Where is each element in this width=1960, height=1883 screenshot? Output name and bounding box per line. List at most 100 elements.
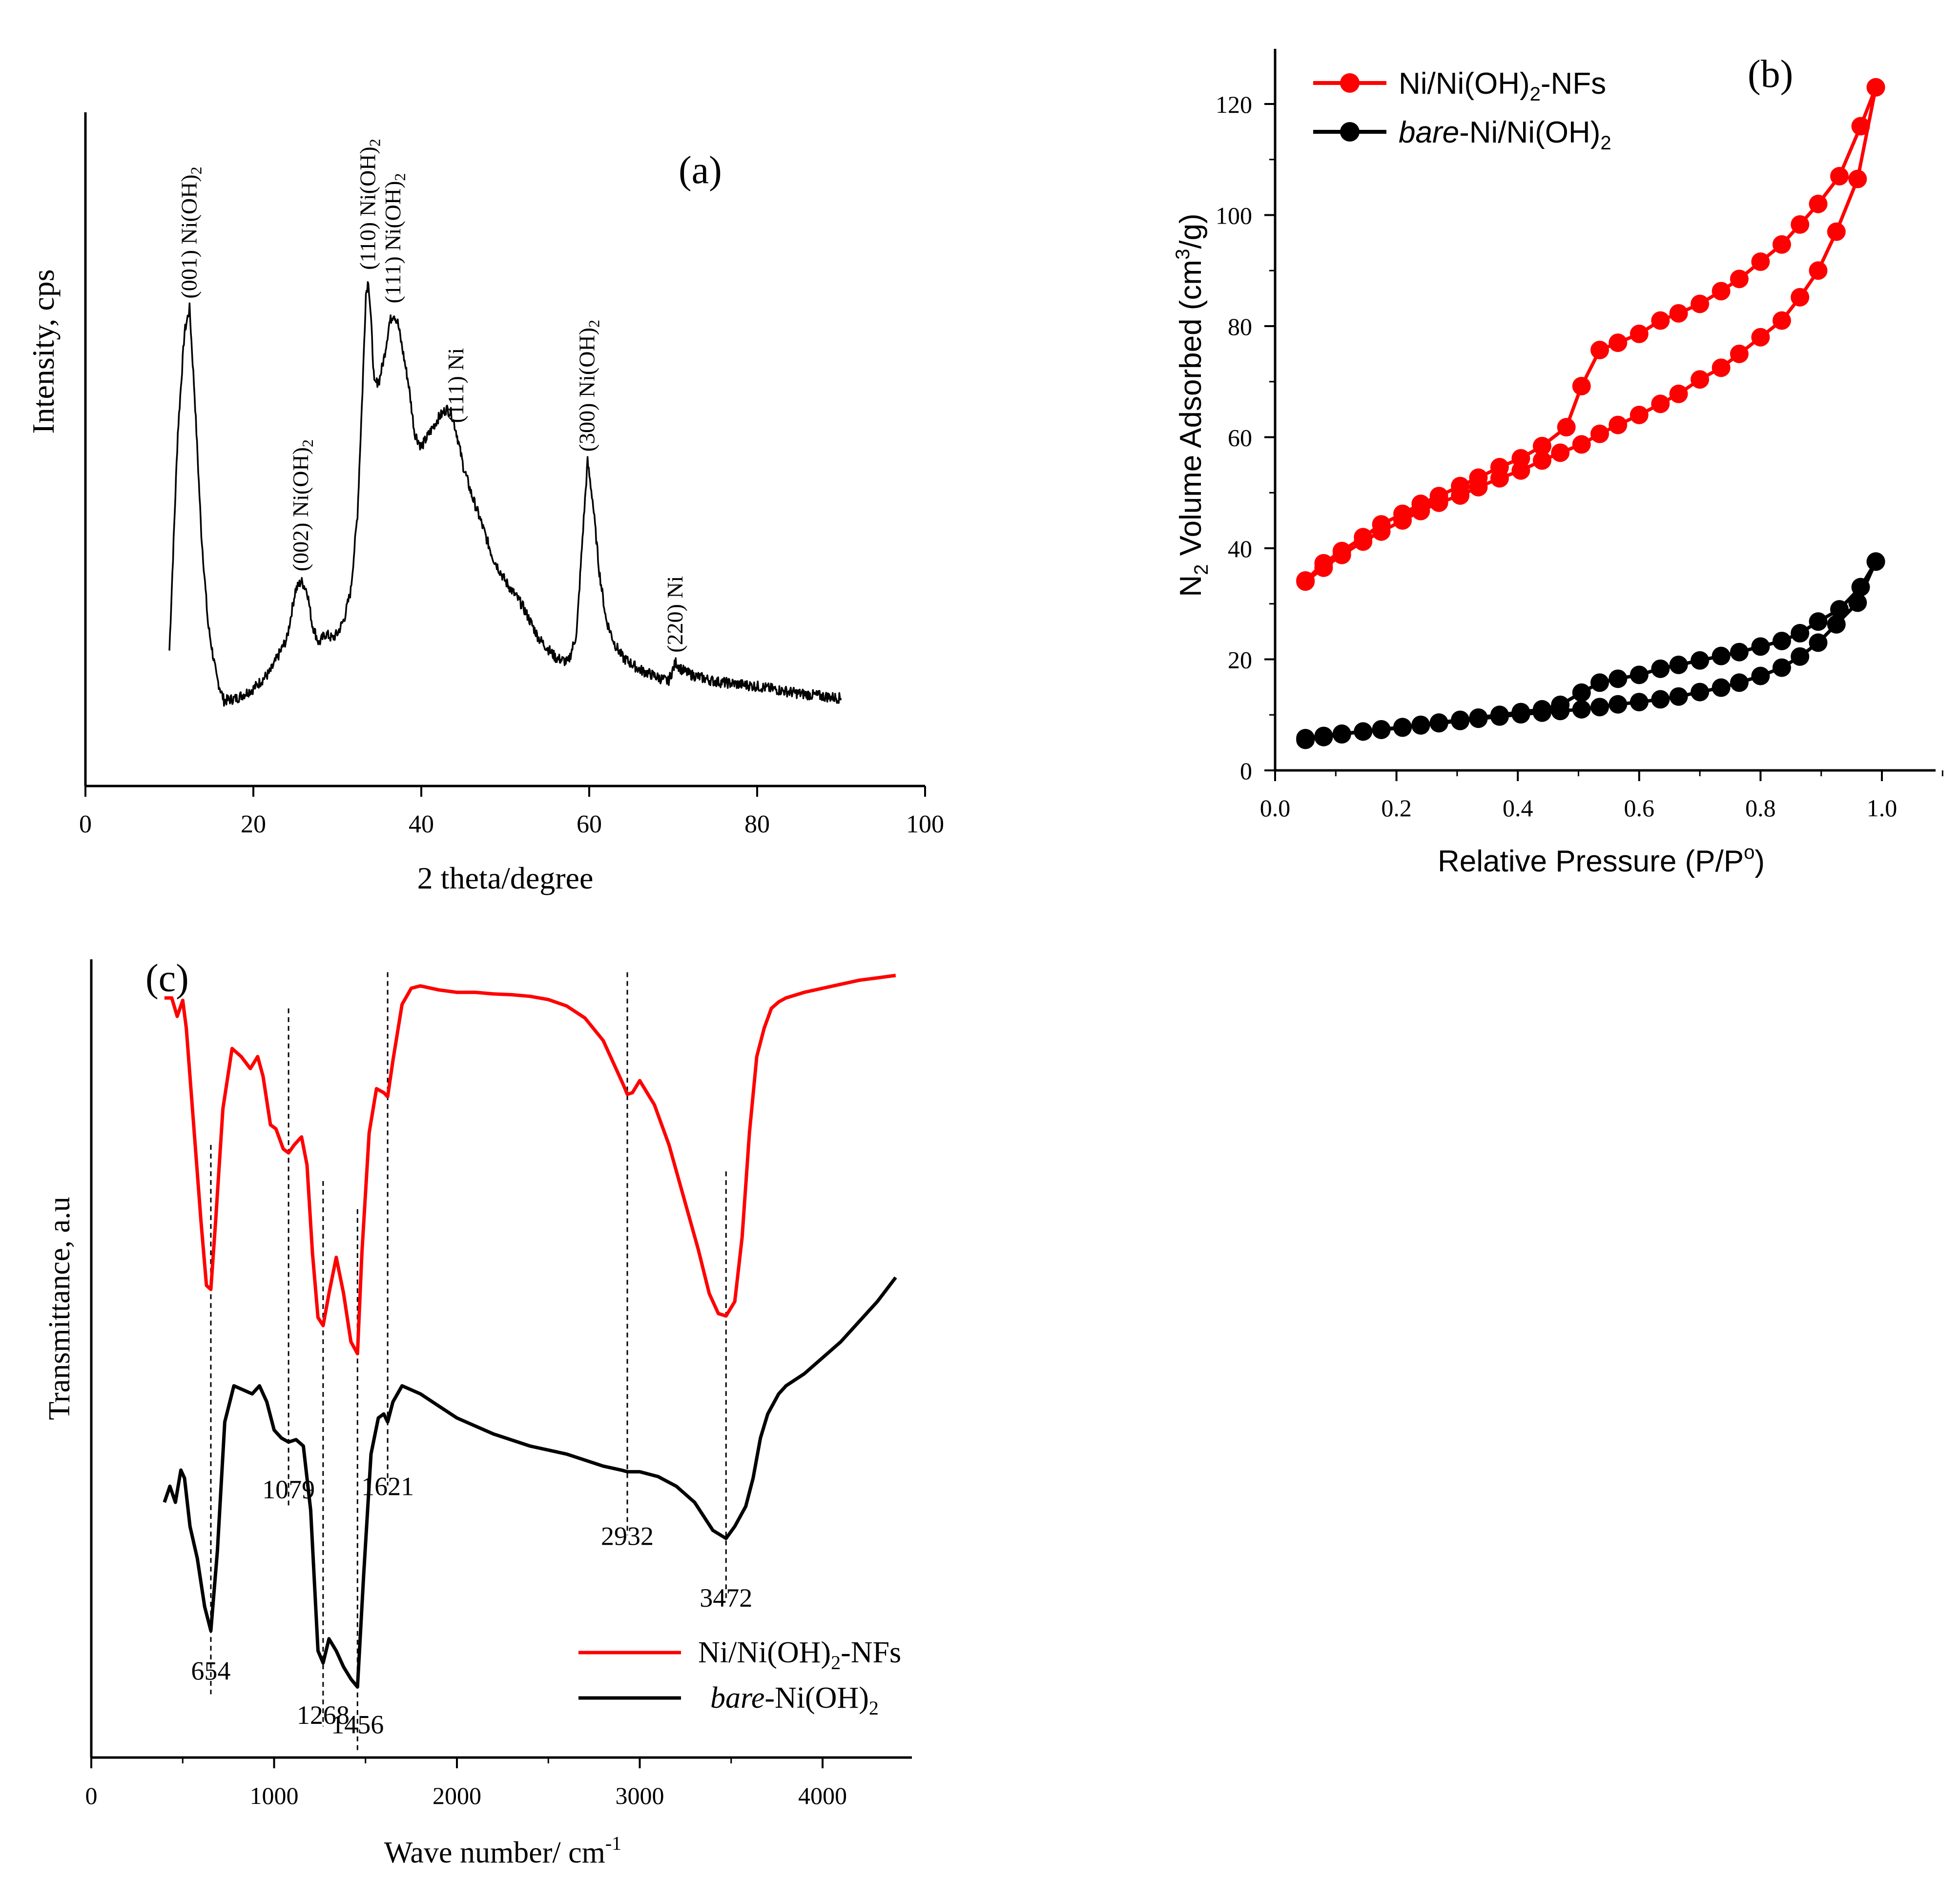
xrd-x-tick-label: 80 <box>744 810 770 838</box>
desorption-point <box>1372 515 1391 534</box>
desorption-point <box>1429 713 1448 732</box>
isotherm-series <box>1296 78 1885 749</box>
ftir-peak-label: 1621 <box>361 1472 414 1501</box>
xrd-peak-label: (300) Ni(OH)2 <box>575 320 603 452</box>
desorption-point <box>1354 722 1373 741</box>
desorption-point <box>1830 600 1849 619</box>
legend-label-ftir-nfs: Ni/Ni(OH)2-NFs <box>698 1636 901 1674</box>
desorption-point <box>1851 117 1870 136</box>
desorption-point <box>1590 340 1609 359</box>
ftir-x-axis-label: Wave number/ cm-1 <box>384 1832 621 1869</box>
desorption-point <box>1451 476 1470 496</box>
ftir-x-tick-label: 1000 <box>250 1782 299 1809</box>
ftir-peak-label: 1079 <box>262 1475 315 1504</box>
xrd-x-ticks: 0 20 40 60 80 100 <box>79 786 944 838</box>
adsorption-point <box>1712 358 1731 377</box>
desorption-point <box>1354 528 1373 547</box>
desorption-point <box>1791 624 1810 643</box>
xrd-peak-labels: (001) Ni(OH)2(002) Ni(OH)2(110) Ni(OH)2(… <box>176 139 687 653</box>
adsorption-point <box>1809 633 1828 652</box>
adsorption-point <box>1651 690 1670 709</box>
isotherm-y-axis-label: N2 Volume Adsorbed (cm3/g) <box>1172 213 1212 597</box>
isotherm-y-tick-label: 100 <box>1216 202 1252 229</box>
adsorption-point <box>1730 673 1749 692</box>
ftir-panel: 0 1000 2000 3000 4000 (c) Wave number/ cm-1 … <box>43 957 912 1869</box>
legend-label-nfs: Ni/Ni(OH)2-NFs <box>1399 67 1606 105</box>
desorption-point <box>1809 194 1828 213</box>
adsorption-point <box>1772 311 1791 330</box>
xrd-panel-label: (a) <box>679 149 722 192</box>
legend-label-bare: bare-Ni/Ni(OH)2 <box>1399 116 1611 154</box>
desorption-point <box>1751 637 1770 656</box>
xrd-peak-label: (001) Ni(OH)2 <box>176 166 205 298</box>
desorption-point <box>1296 571 1315 590</box>
adsorption-point <box>1848 169 1867 188</box>
adsorption-point <box>1730 344 1749 363</box>
desorption-point <box>1830 166 1849 186</box>
desorption-point <box>1451 710 1470 729</box>
isotherm-series-bare <box>1296 552 1885 749</box>
desorption-point <box>1669 304 1688 323</box>
desorption-point <box>1772 631 1791 650</box>
adsorption-point <box>1751 666 1770 685</box>
isotherm-panel-label: (b) <box>1748 53 1793 96</box>
desorption-point <box>1314 726 1333 745</box>
ftir-peak-guides <box>210 972 727 1751</box>
xrd-y-axis-label: Intensity, cps <box>26 269 61 434</box>
xrd-pattern-line <box>168 281 842 707</box>
xrd-peak-label: (002) Ni(OH)2 <box>288 439 316 571</box>
desorption-point <box>1411 715 1430 734</box>
desorption-point <box>1590 673 1609 692</box>
adsorption-point <box>1712 678 1731 697</box>
isotherm-axis-ticks: 0.0 0.2 0.4 0.6 0.8 1.0 0 20 40 60 80 100 120 <box>1216 91 1943 822</box>
desorption-point <box>1691 651 1710 670</box>
isotherm-y-tick-label: 80 <box>1228 313 1252 340</box>
adsorption-point <box>1827 222 1846 241</box>
xrd-x-axis-label: 2 theta/degree <box>417 861 594 895</box>
isotherm-x-tick-label: 0.2 <box>1381 794 1412 822</box>
isotherm-series-nfs <box>1296 78 1885 591</box>
adsorption-point <box>1551 443 1570 462</box>
ftir-legend: Ni/Ni(OH)2-NFs bare-Ni(OH)2 <box>578 1636 901 1719</box>
desorption-point <box>1332 724 1351 743</box>
isotherm-y-tick-label: 20 <box>1228 646 1252 674</box>
adsorption-point <box>1590 698 1609 717</box>
adsorption-point <box>1751 328 1770 347</box>
adsorption-point <box>1590 424 1609 443</box>
ftir-y-axis-label: Transmittance, a.u <box>43 1197 76 1420</box>
legend-item-bare: bare-Ni/Ni(OH)2 <box>1313 116 1611 154</box>
xrd-x-tick-label: 0 <box>79 810 92 838</box>
adsorption-point <box>1572 700 1591 719</box>
isotherm-x-tick-label: 1.0 <box>1867 794 1898 822</box>
desorption-point <box>1609 669 1628 688</box>
desorption-point <box>1511 703 1530 722</box>
desorption-point <box>1393 718 1412 737</box>
desorption-point <box>1332 541 1351 560</box>
isotherm-y-tick-label: 120 <box>1216 91 1252 118</box>
desorption-point <box>1630 665 1649 684</box>
desorption-point <box>1469 708 1488 727</box>
desorption-point <box>1572 376 1591 395</box>
adsorption-point <box>1651 394 1670 414</box>
desorption-point <box>1809 612 1828 631</box>
isotherm-y-tick-label: 0 <box>1240 757 1252 785</box>
isotherm-y-tick-label: 60 <box>1228 424 1252 452</box>
desorption-point <box>1532 436 1551 455</box>
isotherm-y-tick-label: 40 <box>1228 535 1252 562</box>
desorption-point <box>1314 554 1333 573</box>
xrd-peak-label: (111) Ni(OH)2 <box>380 173 409 304</box>
legend-label-ftir-bare: bare-Ni(OH)2 <box>710 1681 879 1719</box>
legend-item-ftir-nfs: Ni/Ni(OH)2-NFs <box>578 1636 901 1674</box>
desorption-point <box>1851 578 1870 597</box>
ftir-x-tick-label: 2000 <box>433 1782 481 1809</box>
desorption-point <box>1772 235 1791 254</box>
desorption-point <box>1557 418 1576 437</box>
legend-marker-bare <box>1340 122 1360 142</box>
adsorption-point <box>1691 370 1710 389</box>
desorption-point <box>1730 269 1749 289</box>
xrd-peak-label: (111) Ni <box>443 348 468 423</box>
adsorption-point <box>1572 435 1591 454</box>
isotherm-x-tick-label: 0.0 <box>1260 794 1291 822</box>
